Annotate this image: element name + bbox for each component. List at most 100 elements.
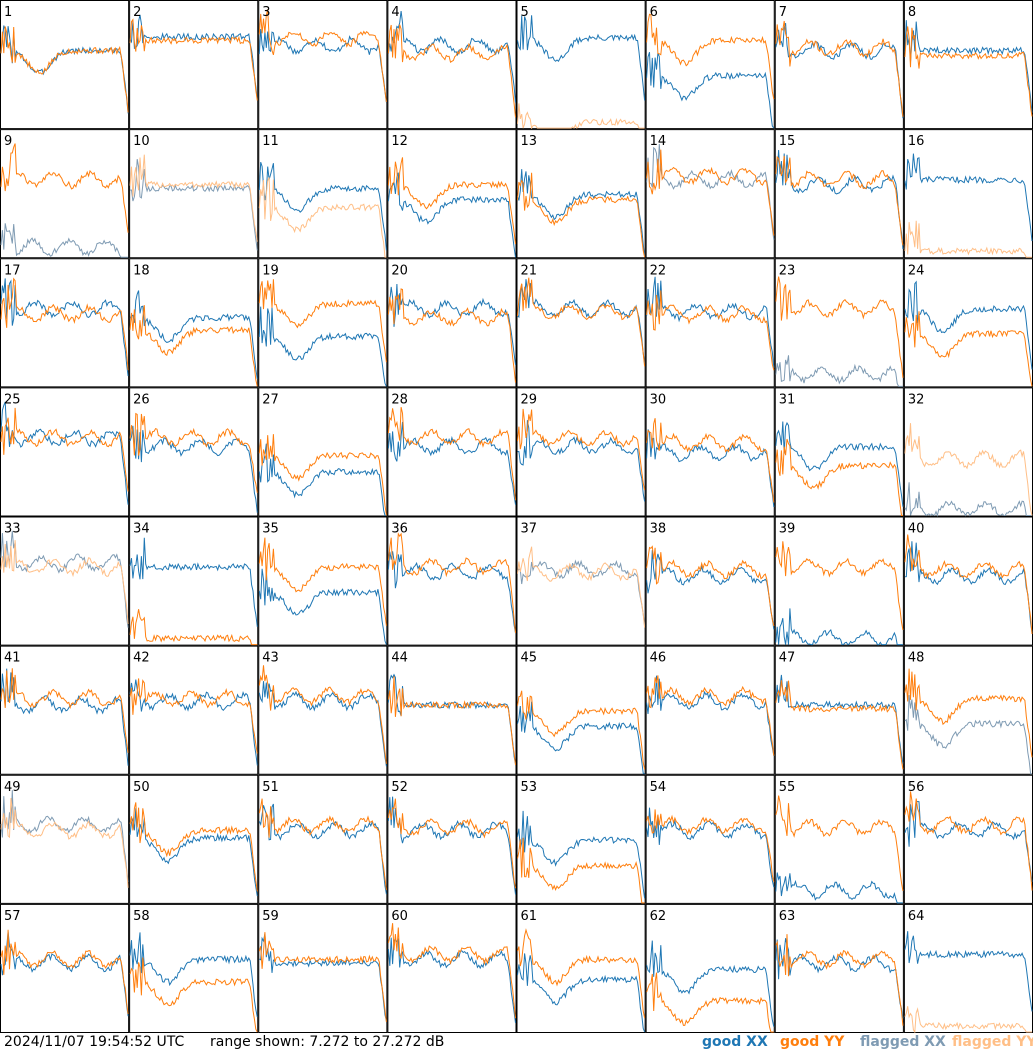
panel-id-label: 55 — [779, 780, 796, 795]
series-yy-line — [129, 154, 258, 242]
series-xx-line — [387, 421, 516, 505]
panel-id-label: 8 — [908, 5, 916, 20]
series-yy-line — [775, 155, 904, 246]
panel-frame — [903, 0, 1033, 130]
panel-frame — [129, 516, 259, 646]
series-yy-line — [904, 423, 1033, 516]
series-xx-line — [0, 931, 129, 1017]
series-xx-line — [646, 429, 775, 508]
panel-id-label: 33 — [4, 522, 21, 537]
tile-panel-57: 57 — [0, 903, 130, 1033]
panel-frame — [258, 516, 388, 646]
series-xx-line — [904, 541, 1033, 633]
panel-id-label: 44 — [391, 651, 408, 666]
tile-panel-23: 23 — [774, 258, 904, 388]
series-xx-line — [904, 695, 1032, 775]
series-yy-line — [258, 177, 387, 258]
panel-id-label: 52 — [391, 780, 408, 795]
series-yy-line — [775, 795, 904, 891]
series-xx-line — [646, 807, 775, 888]
panel-frame — [645, 645, 775, 775]
series-xx-line — [775, 421, 904, 507]
panel-frame — [645, 903, 775, 1033]
series-yy-line — [258, 537, 387, 626]
panel-id-label: 4 — [391, 5, 399, 20]
series-yy-line — [646, 545, 775, 627]
series-yy-line — [904, 534, 1033, 635]
panel-id-label: 57 — [4, 909, 21, 924]
series-yy-line — [0, 143, 129, 233]
panel-frame — [387, 774, 517, 904]
tile-panel-58: 58 — [129, 903, 259, 1033]
panel-frame — [645, 0, 775, 130]
panel-frame — [516, 258, 646, 388]
series-xx-line — [387, 796, 516, 895]
panel-id-label: 18 — [133, 263, 150, 278]
panel-id-label: 1 — [4, 5, 12, 20]
panel-id-label: 28 — [391, 392, 408, 407]
panel-frame — [516, 129, 646, 259]
panel-id-label: 30 — [650, 392, 667, 407]
series-yy-line — [129, 305, 258, 387]
panel-id-label: 11 — [262, 134, 279, 149]
panel-frame — [0, 774, 130, 904]
panel-id-label: 45 — [521, 651, 538, 666]
panel-id-label: 54 — [650, 780, 667, 795]
series-xx-line — [258, 803, 387, 895]
panel-id-label: 13 — [521, 134, 538, 149]
series-xx-line — [517, 15, 646, 101]
series-yy-line — [904, 220, 1032, 258]
series-xx-line — [0, 25, 129, 114]
panel-frame — [774, 0, 904, 130]
series-yy-line — [646, 675, 775, 756]
series-yy-line — [904, 311, 1033, 387]
panel-frame — [387, 516, 517, 646]
panel-id-label: 21 — [521, 263, 538, 278]
series-yy-line — [646, 972, 774, 1033]
series-yy-line — [517, 103, 645, 130]
series-xx-line — [775, 674, 904, 764]
panel-id-label: 12 — [391, 134, 408, 149]
series-yy-line — [646, 13, 775, 100]
tile-panel-26: 26 — [129, 387, 259, 517]
series-xx-line — [904, 482, 1032, 518]
series-yy-line — [646, 290, 775, 371]
series-xx-line — [387, 937, 516, 1023]
tile-panel-45: 45 — [516, 645, 646, 775]
panel-frame — [258, 903, 388, 1033]
panel-id-label: 2 — [133, 5, 141, 20]
tile-panel-29: 29 — [516, 387, 646, 517]
series-yy-line — [258, 279, 387, 363]
series-yy-line — [517, 928, 646, 1019]
tile-panel-50: 50 — [129, 774, 259, 904]
series-xx-line — [0, 530, 129, 628]
series-xx-line — [646, 940, 775, 1027]
series-xx-line — [129, 808, 258, 897]
series-yy-line — [775, 20, 904, 117]
tile-panel-54: 54 — [645, 774, 775, 904]
panel-id-label: 40 — [908, 522, 925, 537]
series-yy-line — [387, 798, 516, 889]
panel-id-label: 27 — [262, 392, 279, 407]
panel-frame — [129, 387, 259, 517]
legend-flagged-yy: flagged YY — [952, 1034, 1033, 1050]
tile-panel-27: 27 — [258, 387, 388, 517]
panel-id-label: 3 — [262, 5, 270, 20]
panel-frame — [258, 258, 388, 388]
tile-panel-32: 32 — [903, 387, 1033, 518]
tile-panel-18: 18 — [129, 258, 259, 388]
tile-panel-52: 52 — [387, 774, 517, 904]
panel-frame — [258, 0, 388, 130]
timestamp-label: 2024/11/07 19:54:52 UTC — [4, 1034, 185, 1050]
series-yy-line — [0, 798, 129, 888]
series-yy-line — [517, 172, 646, 258]
series-xx-line — [129, 932, 258, 1018]
series-xx-line — [387, 172, 516, 258]
series-xx-line — [387, 283, 516, 365]
panel-frame — [516, 774, 646, 904]
tile-panel-63: 63 — [774, 903, 904, 1033]
series-yy-line — [387, 676, 516, 766]
panel-frame — [387, 903, 517, 1033]
series-yy-line — [129, 957, 258, 1033]
tile-panel-10: 10 — [129, 129, 259, 259]
